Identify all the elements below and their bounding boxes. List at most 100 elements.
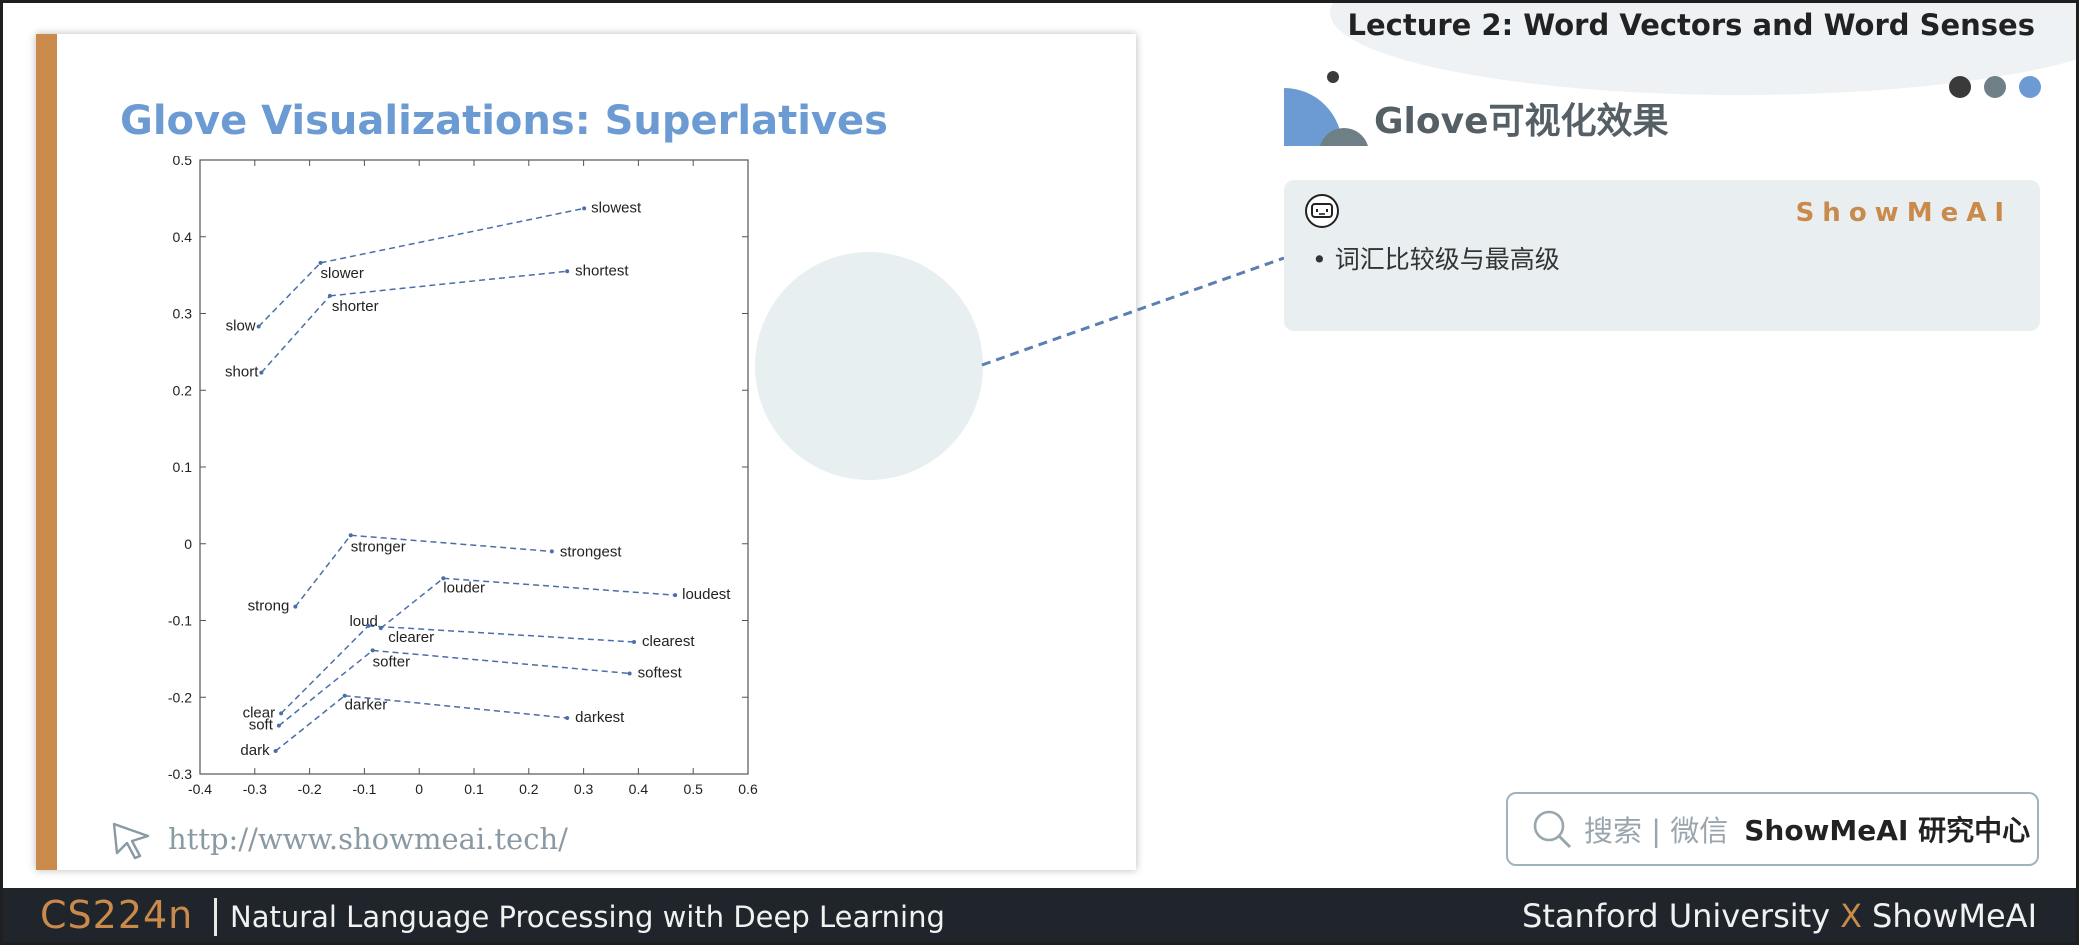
vector-segment [344, 694, 568, 719]
label-strongest: strongest [560, 543, 623, 560]
vector-segment [278, 649, 374, 727]
point-slow [256, 324, 261, 329]
x-tick-label: 0.6 [738, 781, 758, 797]
search-icon [1533, 810, 1572, 849]
y-tick-label: 0.5 [173, 156, 193, 168]
footer-credits: Stanford University X ShowMeAI [1522, 897, 2037, 935]
label-slowest: slowest [591, 199, 642, 216]
y-tick-label: -0.1 [168, 613, 192, 629]
vector-segment [380, 577, 444, 629]
section-shapes-icon [1284, 71, 1368, 146]
x-tick-label: -0.1 [352, 781, 376, 797]
search-label: 搜索 | 微信 [1584, 814, 1729, 848]
section-header: Glove可视化效果 [1284, 70, 1684, 150]
point-clearer [366, 623, 371, 628]
point-darker [342, 693, 347, 698]
chart-container: -0.4 -0.3 -0.2 -0.1 0 0.1 0.2 0.3 0.4 0.5 0.6 -0.3-… [166, 152, 906, 806]
footer-subtitle: Natural Language Processing with Deep Le… [230, 900, 945, 934]
vector-segment [260, 295, 331, 374]
footer-course: CS224n [40, 893, 194, 937]
x-tick-label: -0.3 [243, 781, 267, 797]
section-title: Glove可视化效果 [1374, 101, 1669, 142]
x-tick-label: -0.2 [298, 781, 322, 797]
label-louder: louder [443, 579, 485, 596]
point-strongest [549, 549, 554, 554]
point-louder [441, 576, 446, 581]
point-soft [276, 723, 281, 728]
label-slow: slow [226, 318, 256, 335]
y-tick-label: 0 [184, 536, 192, 552]
y-tick-label: 0.2 [173, 382, 193, 398]
y-tick-label: 0.1 [173, 459, 193, 475]
label-loudest: loudest [682, 586, 731, 603]
vector-segment [275, 695, 346, 752]
vector-segment [320, 207, 585, 264]
search-box[interactable]: 搜索 | 微信 ShowMeAI 研究中心 [1506, 792, 2039, 866]
x-tick-label: 0.2 [519, 781, 539, 797]
vector-segment [258, 262, 322, 328]
point-stronger [348, 533, 353, 538]
point-clear [279, 711, 284, 716]
label-clearest: clearest [642, 633, 695, 650]
point-slower [318, 260, 323, 265]
card-brand: ShowMeAI [1795, 198, 2012, 228]
y-tick-label: 0.3 [173, 306, 193, 322]
slide-accent-bar [36, 34, 57, 870]
label-slower: slower [321, 265, 364, 282]
point-short [259, 370, 264, 375]
vector-segment [350, 534, 552, 553]
x-tick-label: 0 [415, 781, 423, 797]
x-tick-label: 0.5 [683, 781, 703, 797]
x-tick-label: -0.4 [188, 781, 212, 797]
search-brand: ShowMeAI 研究中心 [1744, 814, 2031, 847]
footer-credit-stanford: Stanford University [1522, 897, 1831, 935]
x-tick-label: 0.3 [574, 781, 594, 797]
vector-segment [372, 649, 630, 675]
card-bullet: • 词汇比较级与最高级 [1312, 245, 1560, 274]
slide-panel: Glove Visualizations: Superlatives -0.4-… [36, 34, 1136, 870]
point-loudest [673, 593, 678, 598]
label-shortest: shortest [575, 262, 629, 279]
url-link[interactable]: http://www.showmeai.tech/ [168, 822, 568, 856]
y-tick-label: 0.4 [173, 229, 193, 245]
slide-title: Glove Visualizations: Superlatives [120, 98, 888, 144]
x-tick-label: 0.1 [464, 781, 484, 797]
point-slowest [582, 206, 587, 211]
zoom-circle [755, 252, 983, 480]
label-shorter: shorter [332, 298, 379, 315]
vector-segment [368, 625, 635, 643]
slide-dots [1949, 76, 2041, 98]
cursor-arrow-icon [112, 822, 150, 860]
vector-segment [280, 625, 369, 714]
point-strong [293, 604, 298, 609]
label-clearer: clearer [388, 629, 434, 646]
vector-segment [294, 534, 352, 608]
label-softest: softest [638, 664, 683, 681]
glove-superlatives-chart: -0.4 -0.3 -0.2 -0.1 0 0.1 0.2 0.3 0.4 0.5 0.6-0.3-… [168, 152, 758, 797]
point-loud [378, 626, 383, 631]
footer-credit-showmeai: ShowMeAI [1872, 897, 2037, 935]
label-darker: darker [345, 697, 388, 714]
vector-segment [443, 577, 676, 596]
point-softer [370, 648, 375, 653]
point-shortest [565, 269, 570, 274]
dot-gray [1984, 76, 2006, 98]
point-darkest [565, 715, 570, 720]
footer-divider [214, 898, 217, 936]
x-tick-label: 0.4 [629, 781, 649, 797]
label-darkest: darkest [575, 709, 625, 726]
point-softest [627, 671, 632, 676]
point-dark [273, 748, 278, 753]
label-loud: loud [349, 613, 377, 630]
note-card: ShowMeAI • 词汇比较级与最高级 [1284, 180, 2040, 331]
url-row[interactable]: http://www.showmeai.tech/ [108, 816, 568, 862]
footer-bar: CS224n Natural Language Processing with … [0, 888, 2079, 945]
label-soft: soft [249, 717, 274, 734]
footer-credit-x: X [1840, 897, 1863, 935]
lecture-title: Lecture 2: Word Vectors and Word Senses [1347, 8, 2035, 42]
y-tick-label: -0.3 [168, 766, 192, 782]
robot-icon [1305, 194, 1339, 228]
dot-dark [1949, 76, 1971, 98]
point-clearest [632, 639, 637, 644]
label-strong: strong [248, 598, 290, 615]
